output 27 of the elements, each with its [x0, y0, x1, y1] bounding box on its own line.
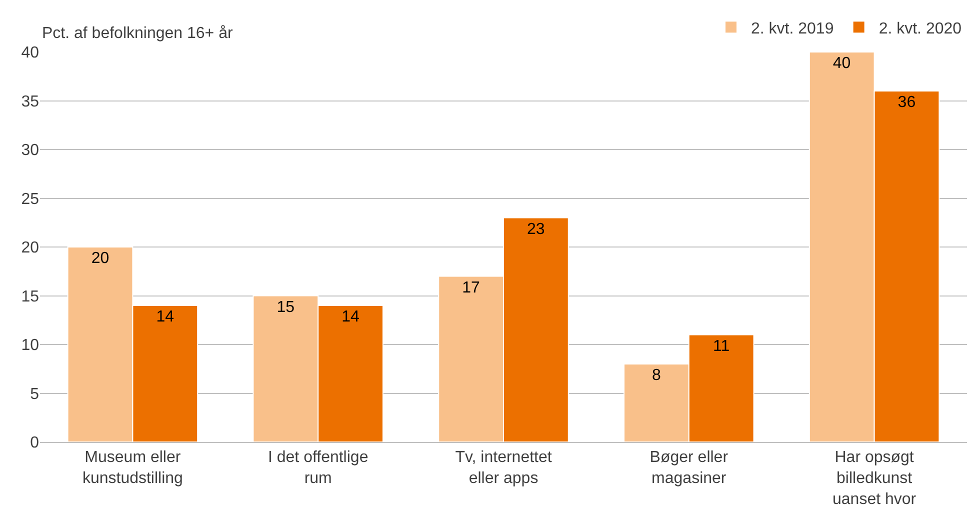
- x-tick-label: Museum eller kunstudstilling: [82, 449, 183, 487]
- x-tick-label: Har opsøgt billedkunst uanset hvor: [832, 449, 917, 508]
- y-tick-label: 5: [30, 386, 40, 403]
- data-label: 17: [462, 279, 480, 296]
- data-label: 8: [652, 367, 661, 384]
- legend-label: 2. kvt. 2020: [878, 20, 962, 38]
- data-label: 15: [276, 298, 295, 316]
- y-tick-label: 30: [21, 142, 40, 160]
- data-label: 11: [712, 338, 730, 355]
- data-label: 36: [898, 94, 916, 111]
- data-label: 40: [832, 55, 851, 72]
- x-tick-label: Bøger eller magasiner: [650, 449, 729, 487]
- data-label: 14: [342, 308, 360, 326]
- y-tick-label: 20: [21, 240, 40, 257]
- y-tick-label: 0: [30, 434, 40, 452]
- y-axis-title: Pct. af befolkningen 16+ år: [42, 25, 234, 42]
- y-tick-label: 35: [21, 93, 40, 110]
- x-tick-label: Tv, internettet eller apps: [455, 449, 552, 487]
- y-tick-label: 40: [21, 44, 40, 62]
- data-label: 14: [156, 308, 174, 326]
- data-label: 23: [526, 220, 545, 238]
- legend-label: 2. kvt. 2019: [751, 20, 834, 38]
- y-tick-label: 15: [21, 288, 40, 306]
- data-label: 20: [91, 250, 110, 267]
- y-tick-label: 10: [21, 337, 40, 354]
- x-tick-label: I det offentlige rum: [268, 449, 368, 487]
- y-tick-label: 25: [21, 190, 40, 208]
